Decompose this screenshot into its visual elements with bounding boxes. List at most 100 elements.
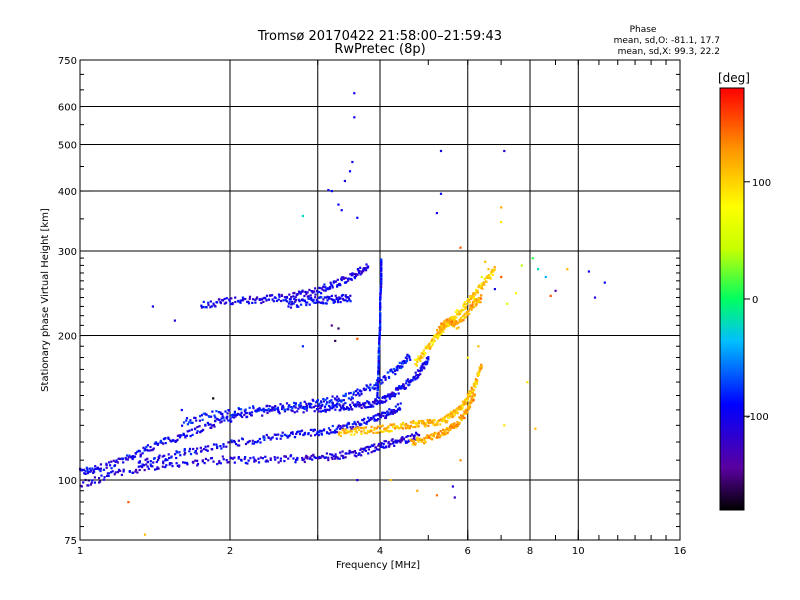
trace-point [331, 407, 334, 410]
trace-point [379, 299, 382, 302]
trace-point [279, 403, 282, 406]
trace-point [366, 406, 370, 409]
trace-point [344, 456, 347, 459]
trace-point [444, 319, 447, 322]
trace-point [409, 380, 412, 384]
trace-point [138, 468, 141, 472]
scatter-point [337, 327, 340, 330]
trace-point [380, 277, 383, 281]
trace-point [338, 457, 341, 460]
trace-point [389, 411, 392, 414]
trace-point [391, 438, 394, 441]
trace-point [279, 437, 282, 440]
trace-point [377, 444, 380, 447]
trace-point [331, 402, 334, 405]
trace-point [383, 376, 386, 379]
trace-point [299, 292, 302, 295]
trace-point [442, 330, 445, 333]
trace-point [256, 296, 259, 299]
trace-point [334, 431, 337, 434]
trace-point [396, 367, 399, 370]
trace-point [306, 301, 309, 304]
trace-point [279, 457, 282, 460]
trace-point [188, 450, 191, 453]
trace-point [317, 410, 320, 413]
trace-point [344, 428, 347, 431]
trace-point [340, 431, 343, 434]
x-tick-label: 16 [674, 546, 687, 557]
trace-point [334, 453, 337, 456]
trace-point [455, 320, 458, 323]
trace-point [382, 411, 386, 414]
trace-point [412, 425, 415, 429]
trace-point [239, 299, 242, 302]
trace-point [325, 431, 329, 434]
trace-point [293, 405, 296, 408]
trace-point [349, 300, 352, 303]
trace-point [283, 455, 286, 458]
trace-point [355, 405, 358, 408]
trace-point [450, 423, 453, 426]
trace-point [253, 460, 256, 463]
trace-point [474, 298, 477, 301]
trace-point [427, 358, 430, 361]
trace-point [277, 298, 280, 301]
trace-point [426, 434, 429, 437]
trace-point [417, 438, 420, 441]
trace-point [152, 447, 155, 450]
trace-point [191, 433, 194, 436]
trace-point [360, 406, 363, 409]
trace-point [325, 302, 328, 305]
trace-point [318, 429, 321, 432]
trace-point [405, 435, 408, 439]
trace-point [331, 431, 334, 434]
trace-point [393, 395, 396, 398]
trace-point [281, 434, 284, 438]
trace-point [267, 298, 270, 301]
trace-point [309, 434, 313, 437]
trace-point [299, 404, 303, 407]
trace-point [139, 465, 142, 468]
trace-point [295, 432, 298, 435]
trace-point [277, 433, 280, 436]
trace-point [215, 443, 218, 446]
trace-point [334, 280, 338, 283]
trace-point [392, 371, 395, 374]
trace-point [330, 297, 333, 301]
trace-point [463, 401, 466, 404]
trace-point [199, 446, 202, 449]
trace-point [375, 427, 378, 430]
scatter-point [587, 270, 590, 273]
trace-point [423, 367, 426, 370]
trace-point [292, 295, 295, 298]
trace-point [419, 359, 422, 362]
trace-point [430, 433, 433, 436]
scatter-point [212, 397, 215, 400]
trace-point [100, 474, 103, 477]
trace-point [142, 446, 145, 449]
trace-point [464, 316, 468, 319]
trace-point [386, 411, 390, 414]
trace-point [468, 299, 471, 302]
trace-point [300, 303, 303, 306]
trace-point [345, 280, 348, 284]
trace-point [294, 300, 297, 303]
trace-point [377, 367, 380, 370]
trace-point [288, 404, 291, 407]
trace-point [459, 407, 462, 411]
trace-point [470, 386, 473, 389]
trace-point [378, 330, 381, 333]
trace-point [330, 456, 333, 459]
trace-point [409, 434, 412, 438]
trace-point [238, 444, 241, 447]
trace-point [339, 297, 342, 300]
trace-point [229, 417, 232, 420]
trace-point [360, 427, 363, 430]
trace-point [250, 411, 254, 414]
trace-point [419, 356, 422, 359]
scatter-point [477, 345, 480, 348]
trace-point [339, 451, 342, 454]
trace-point [411, 439, 414, 442]
trace-point [387, 426, 390, 429]
colorbar-tick-label: 100 [752, 178, 771, 189]
